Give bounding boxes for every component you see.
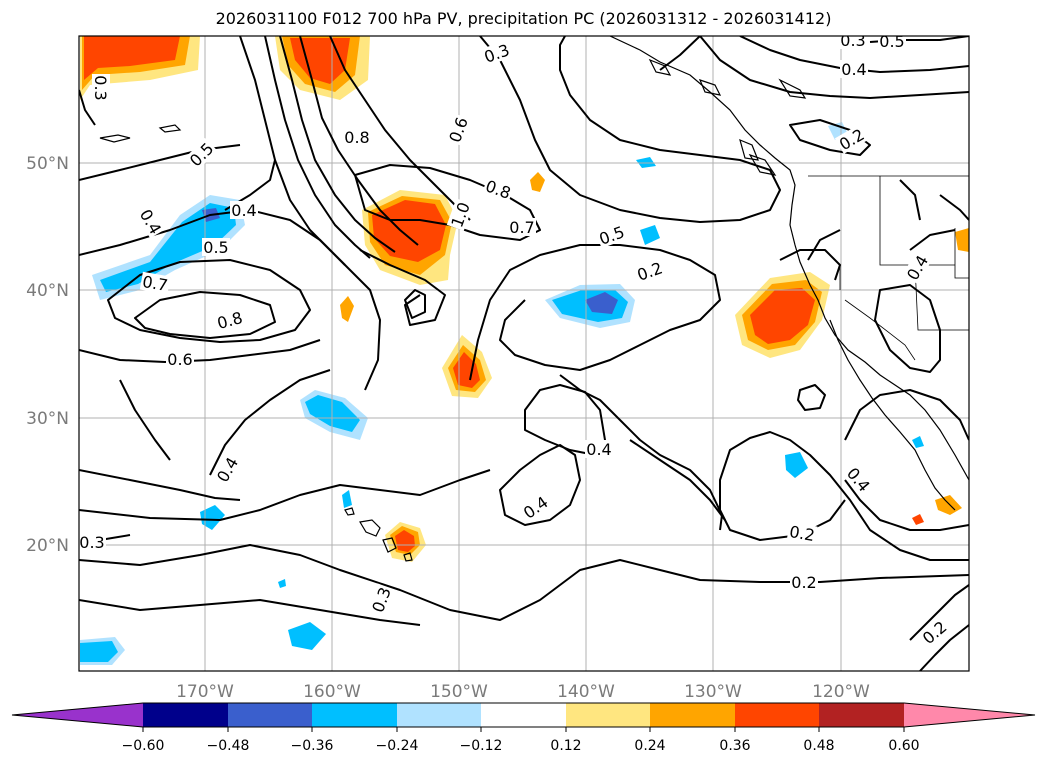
colorbar-bin — [735, 703, 819, 727]
lon-label: 130°W — [684, 682, 742, 702]
colorbar-tick-label: 0.24 — [634, 738, 665, 754]
lon-label: 160°W — [303, 682, 361, 702]
colorbar-tick-label: −0.60 — [122, 738, 165, 754]
map-title: 2026031100 F012 700 hPa PV, precipitatio… — [215, 9, 832, 28]
coastlines — [99, 36, 969, 562]
colorbar-bin — [228, 703, 312, 727]
contour-label: 0.5 — [879, 32, 904, 51]
lat-label: 20°N — [26, 536, 69, 556]
plot-area — [79, 36, 969, 671]
contour-label: 0.2 — [791, 573, 816, 592]
political-borders — [808, 175, 969, 361]
colorbar: −0.60 −0.48 −0.36 −0.24 −0.12 0.12 0.24 … — [11, 702, 1036, 754]
lat-label: 30°N — [26, 409, 69, 429]
longitude-axis: 170°W 160°W 150°W 140°W 130°W 120°W — [176, 682, 870, 702]
contour-label: 0.3 — [79, 533, 104, 552]
colorbar-extend-high — [904, 703, 1035, 727]
colorbar-tick-label: 0.12 — [550, 738, 581, 754]
colorbar-tick-label: −0.48 — [207, 738, 250, 754]
contour-label: 0.8 — [344, 128, 369, 147]
colorbar-bin — [819, 703, 904, 727]
colorbar-tick-label: −0.24 — [376, 738, 419, 754]
contour-label: 0.7 — [509, 218, 534, 237]
colorbar-bin — [566, 703, 650, 727]
plot-frame — [78, 35, 970, 672]
lat-label: 50°N — [26, 154, 69, 174]
colorbar-tick-label: 0.36 — [719, 738, 750, 754]
colorbar-tick-label: 0.60 — [888, 738, 919, 754]
lon-label: 150°W — [430, 682, 488, 702]
contour-label: 0.6 — [167, 350, 192, 369]
pv-contours — [79, 36, 969, 671]
latitude-axis: 50°N 40°N 30°N 20°N — [26, 154, 69, 556]
lon-label: 140°W — [557, 682, 615, 702]
lon-label: 170°W — [176, 682, 234, 702]
colorbar-tick-label: −0.36 — [291, 738, 334, 754]
colorbar-extend-low — [12, 703, 143, 727]
contour-label: 0.4 — [841, 60, 866, 79]
contour-label: 0.4 — [231, 201, 256, 220]
colorbar-tick-label: −0.12 — [460, 738, 503, 754]
colorbar-bin — [143, 703, 228, 727]
contour-label: 0.5 — [203, 238, 228, 257]
contour-label: 0.2 — [788, 522, 816, 545]
precip-negative-shading — [80, 122, 924, 665]
contour-label: 0.3 — [840, 31, 865, 50]
contour-label: 0.7 — [141, 272, 169, 295]
contour-label: 0.4 — [586, 440, 611, 459]
colorbar-bin — [650, 703, 735, 727]
lat-label: 40°N — [26, 281, 69, 301]
contour-label: 0.3 — [91, 75, 110, 100]
lon-label: 120°W — [812, 682, 870, 702]
colorbar-bin — [312, 703, 397, 727]
colorbar-bin — [397, 703, 481, 727]
colorbar-tick-label: 0.48 — [803, 738, 834, 754]
colorbar-bin — [481, 703, 566, 727]
